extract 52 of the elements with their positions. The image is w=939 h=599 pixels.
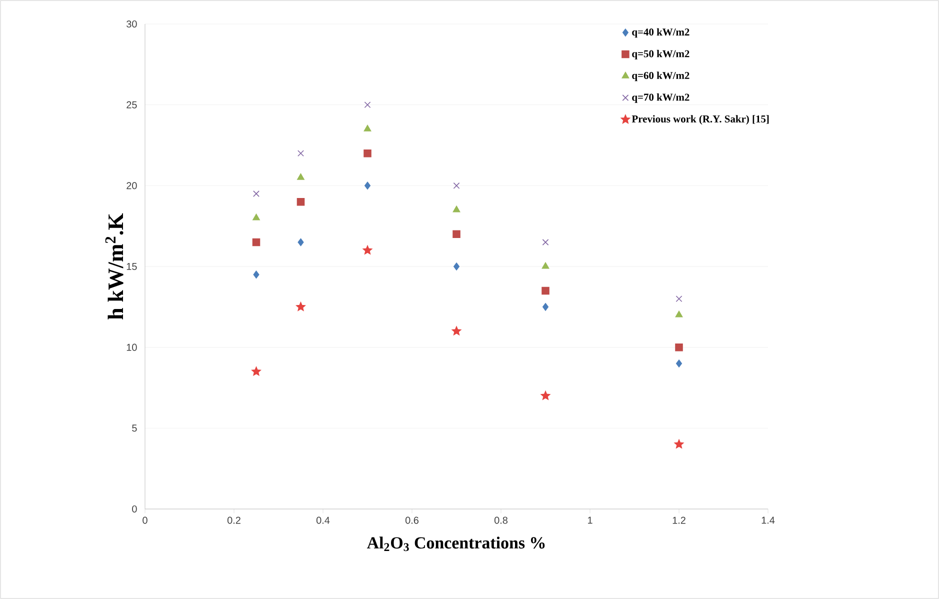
x-tick-label: 1.2 (672, 516, 686, 524)
point (542, 286, 550, 295)
point (452, 230, 460, 238)
point (297, 173, 304, 180)
point (675, 310, 683, 318)
point (676, 296, 682, 302)
y-axis-title: h kW/m$^{2}$.K (105, 213, 124, 320)
x-tick-label: 1.4 (762, 516, 775, 524)
y-tick-label: 25 (126, 101, 137, 108)
point (453, 262, 460, 270)
point (253, 270, 260, 278)
point (252, 238, 260, 246)
x-axis-title: Al$_{2}$O$_{3}$ Concentrations % (366, 536, 545, 552)
y-tick-label: 30 (126, 20, 137, 28)
point (364, 124, 372, 132)
x-tick-label: 0.2 (227, 516, 240, 524)
point (252, 366, 261, 376)
point (296, 302, 306, 311)
point (252, 214, 260, 220)
point (676, 360, 682, 368)
x-tick-label: 1 (588, 516, 592, 524)
x-tick-label: 0.6 (405, 516, 418, 524)
legend-label: q=40 kW/m2 (632, 28, 690, 38)
y-tick-label: 15 (126, 263, 137, 270)
point (296, 198, 305, 206)
x-tick-label: 0 (142, 516, 148, 524)
point (364, 149, 372, 158)
point (298, 238, 304, 246)
point (453, 182, 460, 189)
point (298, 150, 304, 157)
x-tick-label: 0.4 (316, 516, 330, 524)
point (452, 206, 460, 212)
point (674, 439, 684, 448)
x-tick-label: 0.8 (494, 516, 508, 524)
point (452, 326, 462, 336)
point (253, 190, 260, 197)
point (364, 182, 371, 190)
point (540, 390, 550, 400)
point (362, 245, 372, 254)
y-tick-label: 0 (132, 505, 137, 513)
point (542, 239, 549, 246)
point (542, 262, 550, 269)
point (675, 343, 683, 352)
y-tick-label: 20 (126, 182, 137, 190)
point (542, 303, 549, 311)
legend-label: Previous work (R.Y. Sakr) [15] (632, 115, 769, 125)
legend-label: q=70 kW/m2 (632, 93, 690, 103)
legend-label: q=60 kW/m2 (632, 72, 690, 82)
y-tick-label: 10 (126, 344, 137, 351)
y-tick-label: 5 (132, 424, 137, 432)
legend-label: q=50 kW/m2 (632, 50, 690, 60)
point (364, 102, 371, 108)
